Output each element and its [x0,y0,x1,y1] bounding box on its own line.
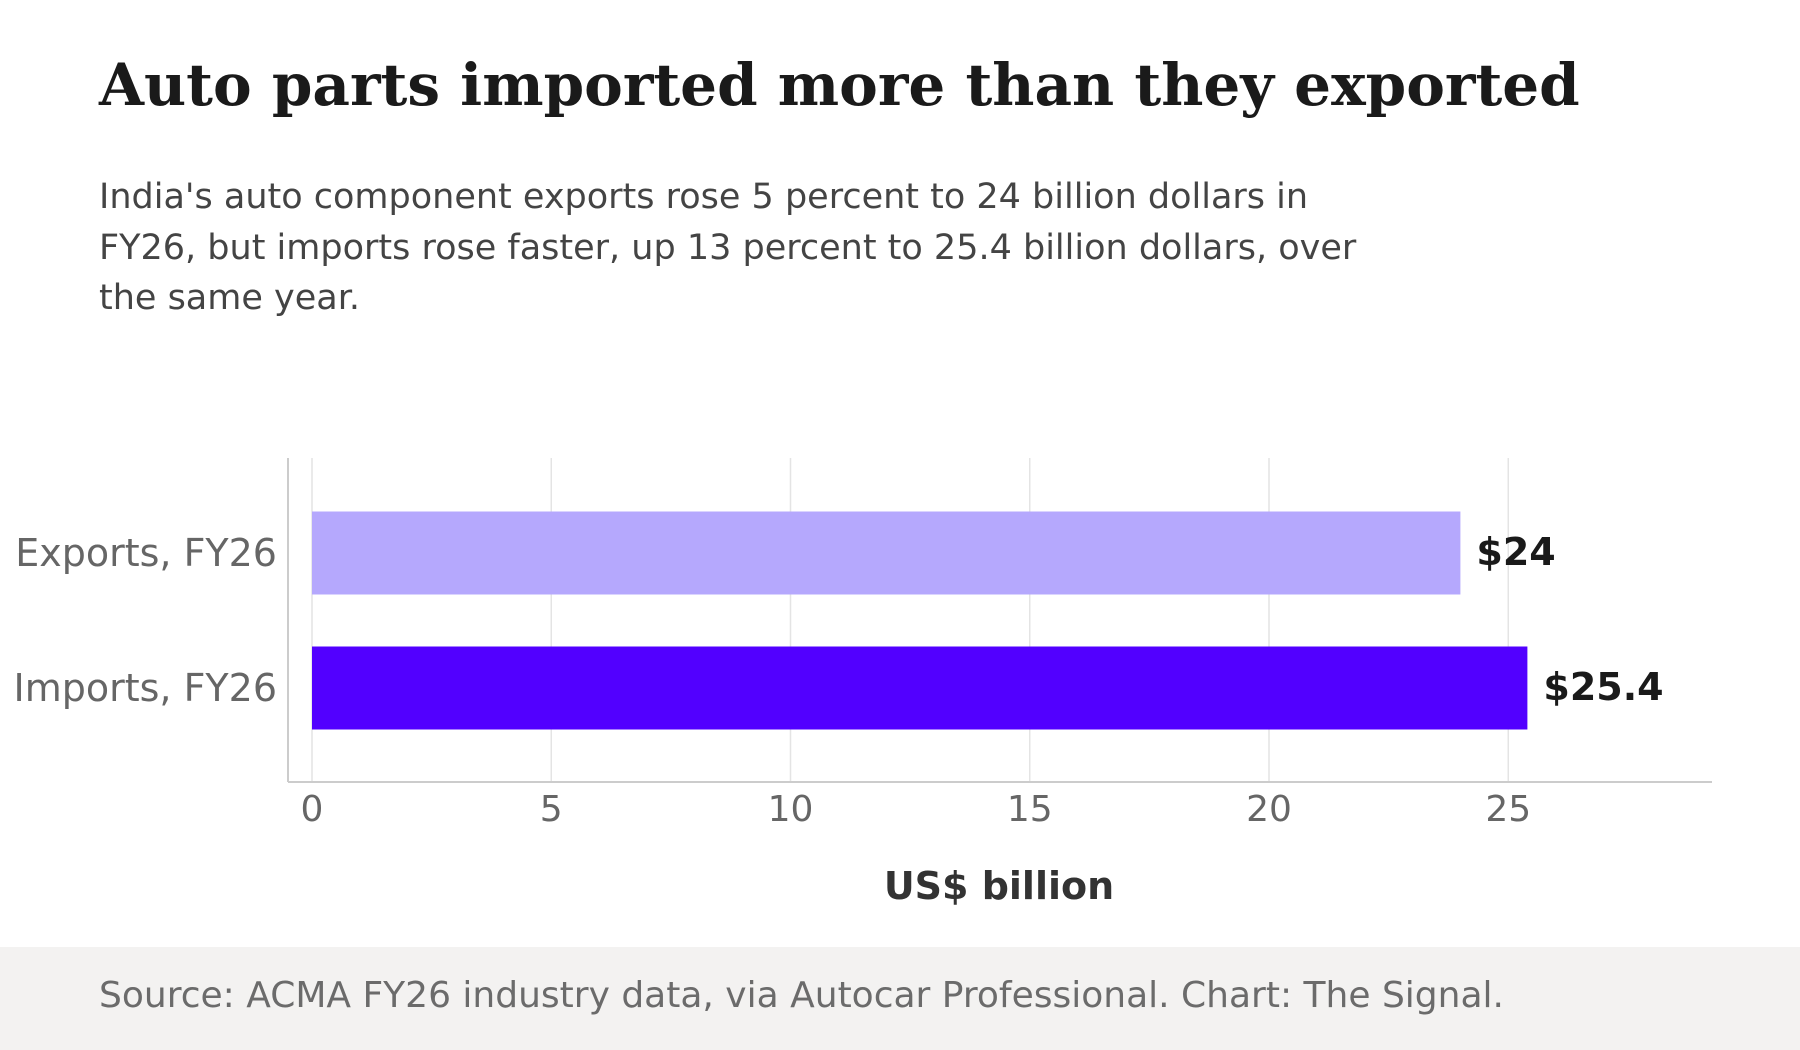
bars [312,511,1528,730]
bar-imports [312,646,1528,730]
data-label: $24 [1476,530,1555,574]
x-axis-title: US$ billion [884,864,1114,908]
x-tick-label: 20 [1246,789,1292,830]
source-note: Source: ACMA FY26 industry data, via Aut… [99,975,1504,1016]
x-tick-label: 10 [768,789,814,830]
bar-chart: $24 $25.4 Exports, FY26 Imports, FY26 0 5 10… [14,458,1712,908]
data-labels: $24 $25.4 [1476,530,1663,709]
x-tick-labels: 0 5 10 15 20 25 [301,789,1532,830]
x-tick-label: 0 [301,789,324,830]
chart-title: Auto parts imported more than they expor… [99,51,1580,119]
x-tick-label: 5 [540,789,563,830]
x-tick-label: 15 [1007,789,1053,830]
data-label: $25.4 [1543,665,1663,709]
gridlines [311,458,1509,782]
category-labels: Exports, FY26 Imports, FY26 [14,531,278,710]
chart-subtitle: India's auto component exports rose 5 pe… [99,177,1357,318]
bar-exports [312,511,1461,595]
category-label: Imports, FY26 [14,666,278,710]
footer-bar [0,947,1800,1050]
category-label: Exports, FY26 [15,531,277,575]
x-tick-label: 25 [1485,789,1531,830]
